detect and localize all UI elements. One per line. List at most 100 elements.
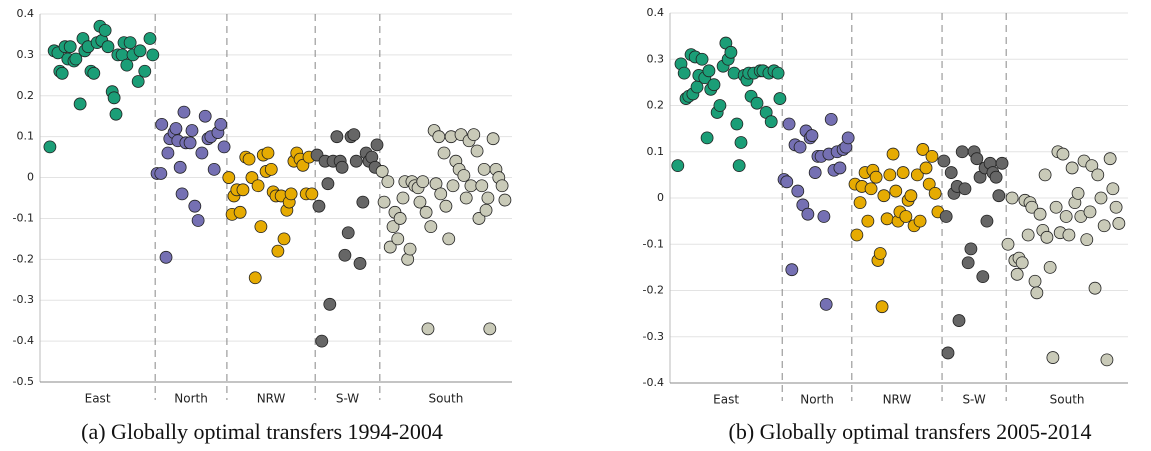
- point: [1097, 219, 1111, 233]
- point: [883, 168, 897, 182]
- point: [1085, 159, 1099, 173]
- point: [195, 146, 209, 160]
- point: [833, 161, 847, 175]
- category-label: East: [85, 392, 111, 406]
- point: [349, 154, 363, 168]
- point: [782, 117, 796, 131]
- point: [724, 45, 738, 59]
- y-tick-label: -0.4: [13, 334, 34, 347]
- point: [138, 64, 152, 78]
- point: [69, 52, 83, 66]
- point: [312, 199, 326, 213]
- point: [992, 189, 1006, 203]
- point: [479, 203, 493, 217]
- point: [315, 334, 329, 348]
- point: [976, 270, 990, 284]
- point: [695, 52, 709, 66]
- point: [1106, 182, 1120, 196]
- point: [264, 162, 278, 176]
- y-tick-label: -0.4: [643, 376, 664, 389]
- point: [55, 66, 69, 80]
- point: [191, 214, 205, 227]
- y-tick-label: 0: [657, 191, 664, 204]
- category-label: South: [1050, 393, 1085, 407]
- y-tick-label: 0.2: [647, 99, 665, 112]
- point: [222, 171, 236, 184]
- point: [1094, 191, 1108, 205]
- category-label: North: [174, 392, 208, 406]
- point: [904, 189, 918, 203]
- point: [1001, 237, 1015, 251]
- point: [338, 248, 352, 262]
- point: [989, 170, 1003, 184]
- point: [1038, 168, 1052, 182]
- point: [133, 44, 147, 58]
- point: [1028, 274, 1042, 288]
- point: [434, 187, 448, 201]
- point: [439, 199, 453, 213]
- point: [700, 131, 714, 145]
- point: [875, 300, 889, 314]
- point: [919, 161, 933, 175]
- point: [386, 220, 400, 234]
- point: [671, 159, 685, 173]
- point: [980, 214, 994, 228]
- point: [850, 228, 864, 242]
- point: [861, 214, 875, 228]
- point: [937, 154, 951, 168]
- point: [98, 23, 112, 37]
- point: [464, 179, 478, 193]
- point: [1100, 353, 1114, 367]
- point: [185, 124, 199, 137]
- point: [131, 75, 145, 88]
- point: [403, 242, 417, 256]
- category-label: S-W: [336, 392, 359, 406]
- point: [123, 36, 137, 50]
- point: [481, 191, 495, 205]
- point: [396, 191, 410, 205]
- point: [1056, 147, 1070, 161]
- point: [730, 117, 744, 131]
- y-tick-label: 0.1: [647, 145, 665, 158]
- point: [910, 168, 924, 182]
- point: [377, 195, 391, 209]
- point: [120, 58, 134, 72]
- point: [391, 232, 405, 246]
- point: [1112, 217, 1126, 230]
- point: [771, 66, 785, 80]
- point: [233, 205, 247, 219]
- point: [808, 166, 822, 179]
- point: [486, 132, 500, 146]
- point: [791, 184, 805, 198]
- point: [375, 165, 389, 178]
- point: [107, 91, 121, 105]
- point: [261, 146, 275, 160]
- point: [922, 177, 936, 191]
- point: [896, 166, 910, 179]
- point: [188, 199, 202, 213]
- point: [347, 128, 361, 142]
- point: [702, 64, 716, 78]
- point: [677, 66, 691, 80]
- point: [467, 128, 481, 142]
- y-tick-label: -0.1: [13, 211, 34, 224]
- point: [1010, 267, 1024, 281]
- point: [970, 152, 984, 166]
- category-label: NRW: [883, 393, 912, 407]
- point: [175, 187, 189, 201]
- point: [1021, 228, 1035, 242]
- point: [169, 122, 183, 135]
- point: [498, 193, 512, 207]
- point: [1043, 260, 1057, 274]
- point: [421, 322, 435, 336]
- y-tick-label: 0.2: [17, 89, 35, 102]
- point: [964, 242, 978, 256]
- point: [475, 179, 489, 193]
- point: [750, 96, 764, 110]
- point: [955, 145, 969, 159]
- point: [198, 109, 212, 123]
- point: [793, 140, 807, 154]
- category-label: S-W: [962, 393, 985, 407]
- point: [873, 247, 887, 260]
- y-tick-label: -0.2: [643, 284, 664, 297]
